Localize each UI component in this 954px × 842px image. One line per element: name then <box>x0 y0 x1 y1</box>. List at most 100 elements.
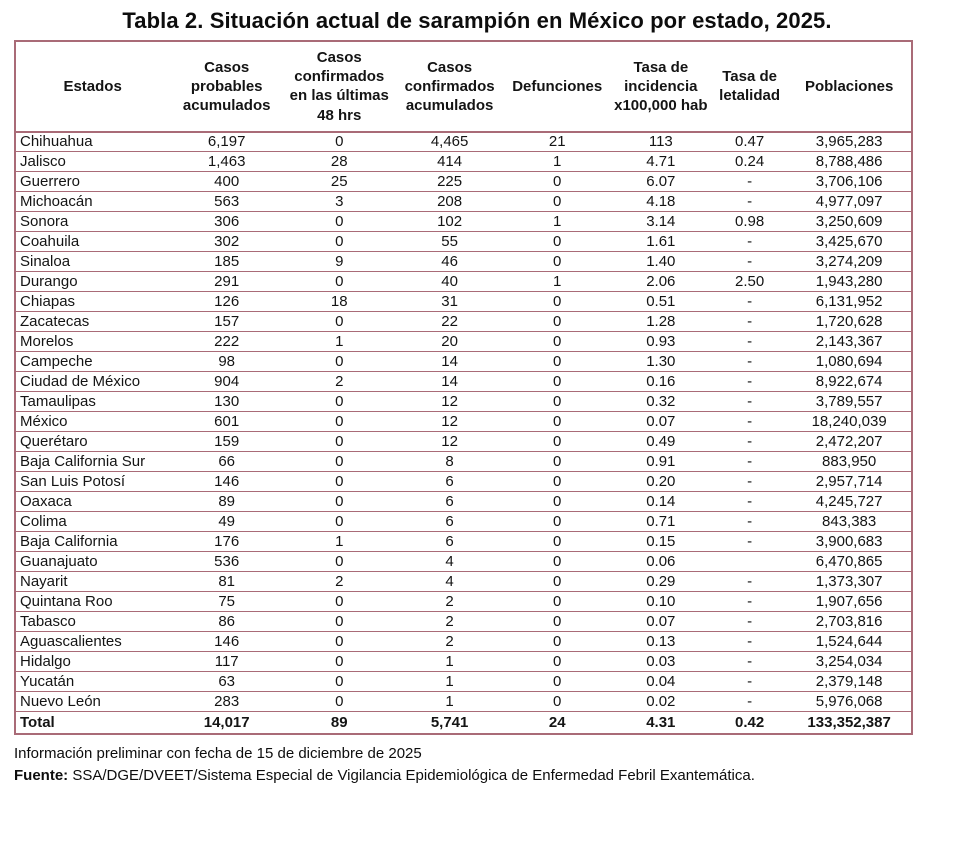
value-cell: - <box>711 291 788 313</box>
value-cell: 0 <box>504 691 610 713</box>
value-cell: 1 <box>284 531 395 553</box>
value-cell: 146 <box>169 471 285 493</box>
total-value-cell: 4.31 <box>609 711 712 734</box>
value-cell: 1 <box>504 211 610 233</box>
value-cell: 2,703,816 <box>787 611 912 633</box>
value-cell: 31 <box>394 291 505 313</box>
value-cell: 4.71 <box>609 151 712 173</box>
value-cell: 6 <box>394 531 505 553</box>
value-cell: 159 <box>169 431 285 453</box>
value-cell: 0 <box>284 311 395 333</box>
value-cell: 2 <box>284 371 395 393</box>
value-cell: 1.40 <box>609 251 712 273</box>
value-cell: 3,706,106 <box>787 171 912 193</box>
value-cell: 0 <box>504 451 610 473</box>
value-cell: 25 <box>284 171 395 193</box>
value-cell: 3 <box>284 191 395 213</box>
value-cell: 2,379,148 <box>787 671 912 693</box>
table-row: San Luis Potosí 146 0 6 0 0.20-2,957,714 <box>15 471 912 493</box>
value-cell: 0 <box>284 631 395 653</box>
value-cell: 8,788,486 <box>787 151 912 173</box>
value-cell: 9 <box>284 251 395 273</box>
value-cell: - <box>711 491 788 513</box>
state-name-cell: Querétaro <box>15 431 170 453</box>
value-cell: - <box>711 531 788 553</box>
value-cell: 0 <box>504 171 610 193</box>
value-cell: 1 <box>504 271 610 293</box>
value-cell: 117 <box>169 651 285 673</box>
value-cell: 2 <box>394 631 505 653</box>
value-cell: 14 <box>394 371 505 393</box>
value-cell: 1 <box>284 331 395 353</box>
value-cell: 0.06 <box>609 551 712 573</box>
state-name-cell: Chihuahua <box>15 131 170 153</box>
total-value-cell: 24 <box>504 711 610 734</box>
value-cell: 0.71 <box>609 511 712 533</box>
value-cell: 126 <box>169 291 285 313</box>
value-cell: 400 <box>169 171 285 193</box>
value-cell: - <box>711 251 788 273</box>
table-row: Quintana Roo 75 0 2 0 0.10-1,907,656 <box>15 591 912 613</box>
value-cell: 146 <box>169 631 285 653</box>
value-cell: 1,463 <box>169 151 285 173</box>
table-row: Yucatán 63 0 1 0 0.04-2,379,148 <box>15 671 912 693</box>
state-name-cell: Colima <box>15 511 170 533</box>
value-cell: 536 <box>169 551 285 573</box>
value-cell: - <box>711 611 788 633</box>
value-cell: 63 <box>169 671 285 693</box>
total-label-cell: Total <box>15 711 170 734</box>
table-row: Aguascalientes 146 0 2 0 0.13-1,524,644 <box>15 631 912 653</box>
value-cell: - <box>711 651 788 673</box>
value-cell: 0.03 <box>609 651 712 673</box>
value-cell: 0 <box>284 411 395 433</box>
value-cell: - <box>711 411 788 433</box>
value-cell: 20 <box>394 331 505 353</box>
value-cell: 0.24 <box>711 151 788 173</box>
table-row: Hidalgo 117 0 1 0 0.03-3,254,034 <box>15 651 912 673</box>
state-name-cell: Oaxaca <box>15 491 170 513</box>
table-row: Chihuahua 6,197 0 4,465 21 113 0.47 3,965,283 <box>15 131 912 153</box>
value-cell: 18,240,039 <box>787 411 912 433</box>
state-name-cell: Quintana Roo <box>15 591 170 613</box>
table-row: Baja California Sur 66 0 8 0 0.91-883,950 <box>15 451 912 473</box>
value-cell: 0.47 <box>711 131 788 153</box>
total-value-cell: 5,741 <box>394 711 505 734</box>
value-cell: 1,907,656 <box>787 591 912 613</box>
table-row: México 601 0 12 0 0.07-18,240,039 <box>15 411 912 433</box>
table-row: Querétaro 159 0 12 0 0.49-2,472,207 <box>15 431 912 453</box>
value-cell: 2 <box>394 611 505 633</box>
value-cell: 0 <box>504 611 610 633</box>
value-cell: 6 <box>394 471 505 493</box>
value-cell: - <box>711 631 788 653</box>
table-row: Zacatecas 157 0 22 0 1.28-1,720,628 <box>15 311 912 333</box>
value-cell: 0.13 <box>609 631 712 653</box>
value-cell: 6,197 <box>169 131 285 153</box>
value-cell: - <box>711 391 788 413</box>
value-cell: 0 <box>504 391 610 413</box>
value-cell: 1,080,694 <box>787 351 912 373</box>
value-cell: 0 <box>284 211 395 233</box>
value-cell: 0 <box>284 511 395 533</box>
state-name-cell: Sonora <box>15 211 170 233</box>
value-cell: 3,274,209 <box>787 251 912 273</box>
value-cell: 2.06 <box>609 271 712 293</box>
value-cell: 0.20 <box>609 471 712 493</box>
value-cell: 0.91 <box>609 451 712 473</box>
state-name-cell: Yucatán <box>15 671 170 693</box>
state-name-cell: Zacatecas <box>15 311 170 333</box>
value-cell: - <box>711 671 788 693</box>
value-cell: 14 <box>394 351 505 373</box>
total-value-cell: 0.42 <box>711 711 788 734</box>
value-cell: 4 <box>394 571 505 593</box>
state-name-cell: Ciudad de México <box>15 371 170 393</box>
value-cell: 0 <box>504 291 610 313</box>
value-cell: 0 <box>284 651 395 673</box>
table-body: Chihuahua 6,197 0 4,465 21 113 0.47 3,965,283 Ja… <box>15 131 912 713</box>
value-cell: 0.07 <box>609 411 712 433</box>
source-line: Fuente: SSA/DGE/DVEET/Sistema Especial d… <box>14 765 954 787</box>
value-cell: 0 <box>284 611 395 633</box>
value-cell: 0 <box>504 351 610 373</box>
value-cell: 0 <box>504 651 610 673</box>
value-cell: 66 <box>169 451 285 473</box>
value-cell: 0.07 <box>609 611 712 633</box>
